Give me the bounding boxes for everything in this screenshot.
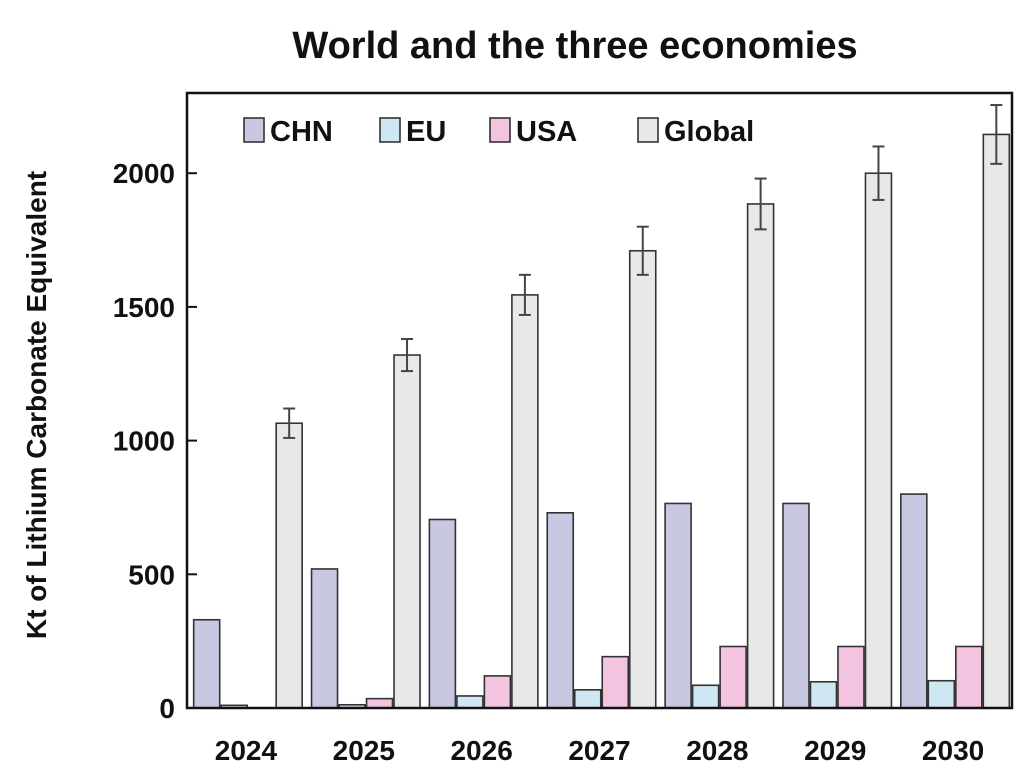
- y-tick-label: 1500: [113, 292, 175, 323]
- x-tick-label-2030: 2030: [922, 735, 984, 766]
- legend-label-global: Global: [664, 116, 754, 148]
- y-tick-label: 1000: [113, 426, 175, 457]
- bar-chn-2024: [192, 618, 221, 709]
- bar-eu-2026: [456, 695, 484, 709]
- y-axis-label: Kt of Lithium Carbonate Equivalent: [21, 171, 52, 639]
- x-tick-label-2028: 2028: [686, 735, 748, 766]
- bar-eu-2028: [691, 684, 720, 709]
- bar-chn-2029: [782, 502, 810, 709]
- plot-area: 0 500 1000 1500 2000 2024 2025 2026 2027 2028 2029…: [113, 104, 1011, 766]
- x-tick-label-2026: 2026: [450, 735, 512, 766]
- bar-global-2025: [393, 354, 421, 709]
- legend-swatch-usa: [489, 117, 511, 143]
- bar-chn-2027: [546, 512, 575, 709]
- bar-chn-2025: [310, 568, 339, 709]
- bar-eu-2027: [573, 689, 602, 709]
- bar-global-2027: [628, 249, 657, 709]
- chart-title: World and the three economies: [292, 25, 857, 67]
- x-tick-label-2027: 2027: [568, 735, 630, 766]
- legend-swatch-eu: [379, 117, 401, 143]
- bar-global-2029: [864, 172, 893, 709]
- bar-chn-2030: [900, 493, 928, 709]
- bar-usa-2027: [601, 655, 630, 709]
- bar-eu-2030: [927, 679, 956, 709]
- bar-eu-2029: [809, 680, 838, 709]
- x-tick-label-2025: 2025: [333, 735, 395, 766]
- bar-usa-2028: [719, 645, 747, 709]
- bar-global-2026: [511, 294, 539, 709]
- bar-chn-2028: [664, 502, 692, 709]
- y-tick-label: 500: [128, 559, 175, 590]
- legend-label-usa: USA: [516, 116, 577, 148]
- bar-usa-2026: [483, 675, 512, 709]
- x-tick-label-2024: 2024: [215, 735, 278, 766]
- legend-label-chn: CHN: [270, 116, 333, 148]
- legend-label-eu: EU: [406, 116, 446, 148]
- plot-frame: [185, 91, 1014, 710]
- bar-global-2028: [746, 203, 775, 709]
- bar-usa-2025: [365, 697, 394, 709]
- y-tick-label: 0: [159, 693, 175, 724]
- legend-swatch-global: [637, 117, 659, 143]
- bar-global-2024: [275, 422, 303, 709]
- legend: CHN EU USA Global: [243, 116, 754, 148]
- bar-usa-2030: [955, 645, 983, 709]
- bar-chn-2026: [428, 518, 457, 709]
- y-tick-label: 2000: [113, 158, 175, 189]
- x-tick-label-2029: 2029: [804, 735, 866, 766]
- bar-usa-2029: [837, 645, 865, 709]
- legend-swatch-chn: [243, 117, 265, 143]
- bar-global-2030: [982, 133, 1011, 709]
